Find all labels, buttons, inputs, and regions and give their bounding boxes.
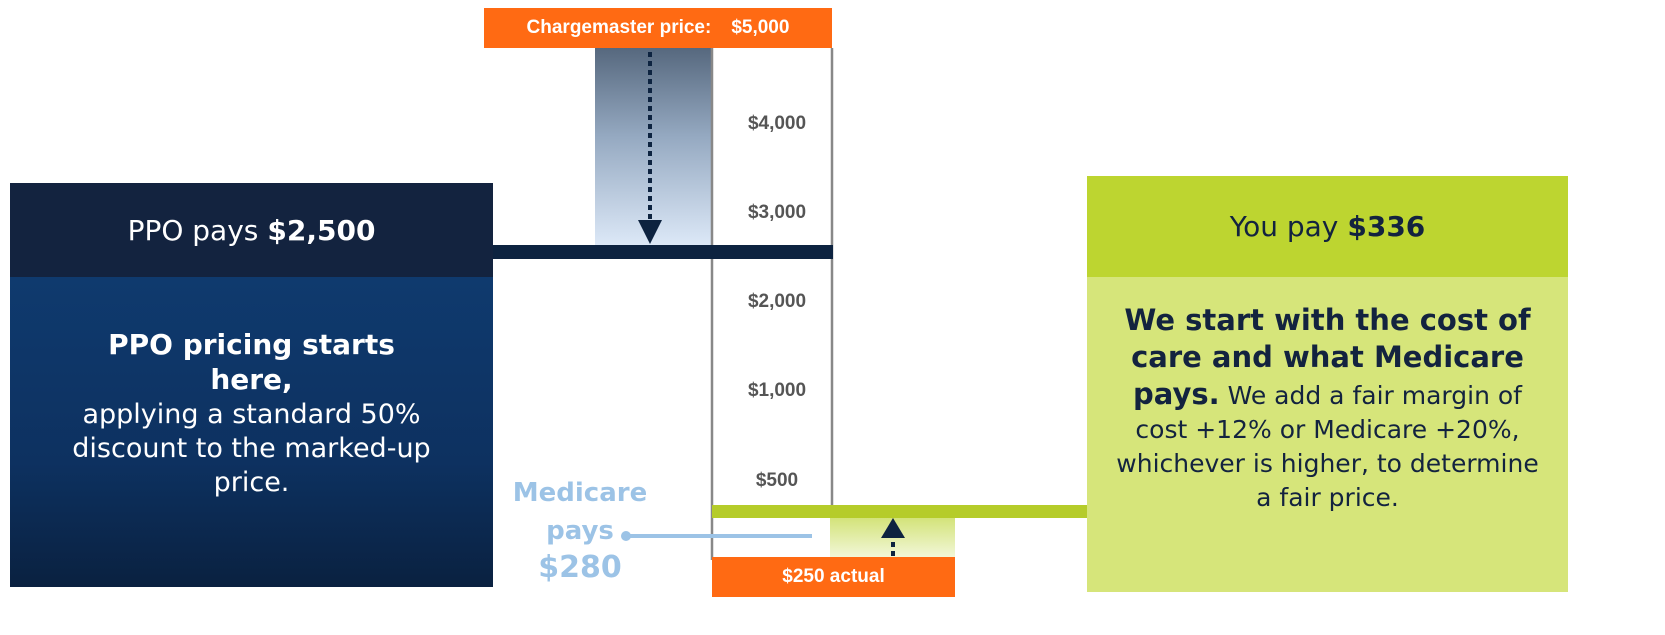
you-body-bg [1087,277,1568,592]
chargemaster-price: $5,000 [731,17,790,38]
you-pay-level-bar [712,505,1087,518]
medicare-line: $280 [538,550,622,585]
you-header-prefix: You pay [1229,210,1339,243]
scale-label: $500 [755,470,799,491]
ppo-text: applying a standard 50% discount to the … [72,399,431,498]
ppo-header-amount: $2,500 [267,213,376,247]
ppo-body-bg [10,277,493,587]
you-header-amount: $336 [1347,210,1426,243]
chargemaster-label: Chargemaster price: [526,17,712,38]
medicare-line: pays [546,516,614,546]
scale-label: $3,000 [747,202,807,223]
chargemaster-box: Chargemaster price: $5,000 [484,8,832,48]
scale-label: $2,000 [747,291,807,312]
you-text: We add a fair margin of cost +12% or Med… [1116,381,1539,512]
scale-label: $1,000 [747,380,807,401]
down-arrow-head [638,220,662,244]
ppo-header-bg [10,183,493,277]
actual-box: $250 actual [712,557,955,597]
price-gradient-column [595,48,712,245]
scale-label: $4,000 [747,113,807,134]
you-header: You pay $336 [1087,176,1568,277]
you-header-bg [1087,176,1568,277]
you-lead: We start with the cost of care and what … [1124,303,1531,411]
ppo-body: PPO pricing starts here, applying a stan… [70,328,433,500]
you-body: We start with the cost of care and what … [1105,302,1550,515]
ppo-level-bar [493,245,833,259]
ppo-lead: PPO pricing starts here, [108,328,395,396]
ppo-header-prefix: PPO pays [127,213,259,247]
ppo-header: PPO pays $2,500 [10,183,493,277]
medicare-line: Medicare [512,478,648,508]
medicare-pointer-dot [621,531,631,541]
actual-label: $250 actual [782,566,885,587]
up-arrow-head [881,518,905,538]
